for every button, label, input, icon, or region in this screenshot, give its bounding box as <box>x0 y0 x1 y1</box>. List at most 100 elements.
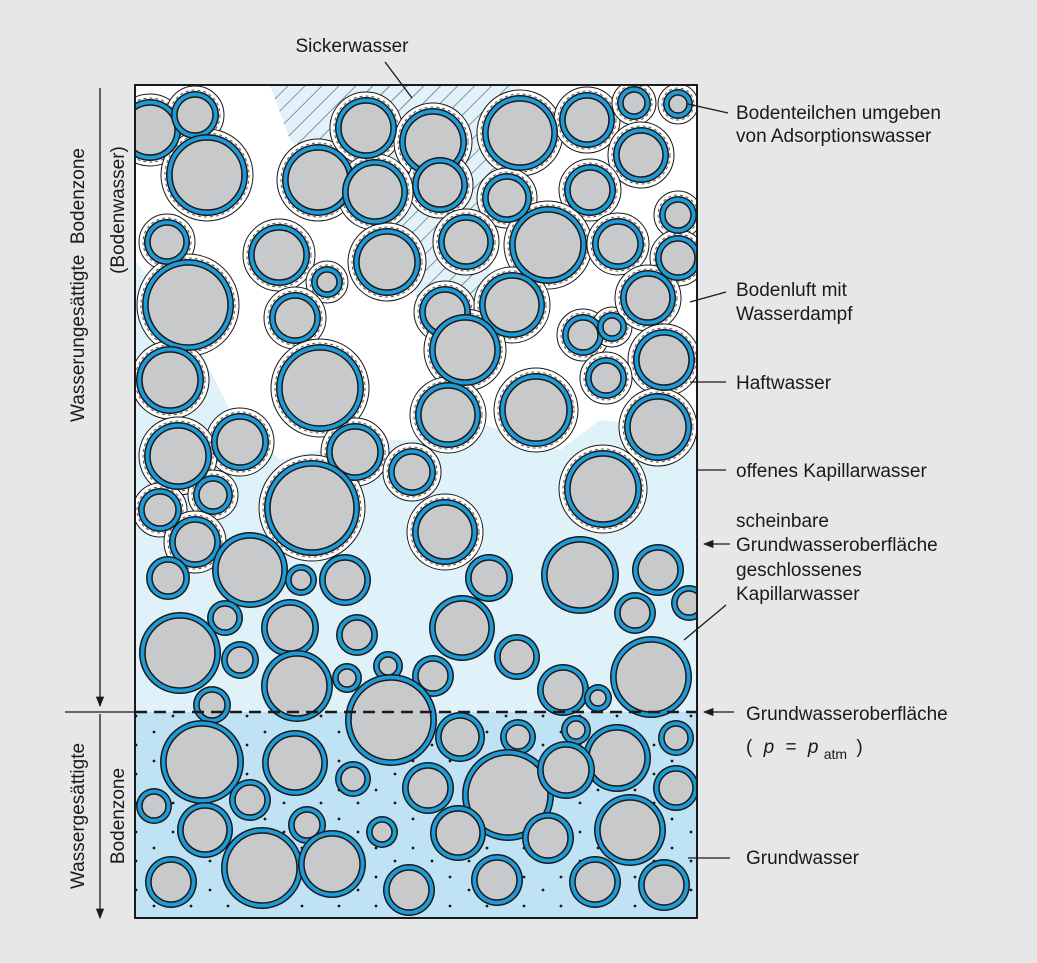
particle <box>506 725 530 749</box>
particle <box>199 692 225 718</box>
particle <box>325 560 365 600</box>
particle <box>598 224 638 264</box>
particle <box>175 522 215 562</box>
particle <box>144 494 176 526</box>
particle <box>567 721 585 739</box>
formula-part: p <box>763 737 775 758</box>
particle <box>342 620 372 650</box>
particle <box>543 747 589 793</box>
particle <box>418 163 462 207</box>
particle <box>444 220 488 264</box>
particle <box>528 818 568 858</box>
label: offenes Kapillarwasser <box>736 461 927 482</box>
particle <box>565 98 609 142</box>
particle <box>418 505 472 559</box>
particle <box>488 179 526 217</box>
label: Grundwasseroberfläche <box>736 535 938 556</box>
particle <box>389 870 429 910</box>
particle <box>669 95 687 113</box>
particle <box>664 726 688 750</box>
particle <box>177 97 213 133</box>
particle <box>590 690 606 706</box>
particle <box>227 647 253 673</box>
particle <box>394 454 430 490</box>
zone-label: Wassergesättigte <box>68 743 89 889</box>
label: scheinbare <box>736 511 829 532</box>
particle <box>488 101 552 165</box>
particle <box>620 598 650 628</box>
particle <box>600 800 660 860</box>
label: Bodenteilchen umgeben <box>736 103 941 124</box>
particle <box>665 202 691 228</box>
particle <box>235 785 265 815</box>
particle <box>408 768 448 808</box>
particle <box>142 352 198 408</box>
particle <box>359 234 415 290</box>
particle <box>150 428 206 484</box>
particle <box>543 670 583 710</box>
diagram: Sickerwasser Wasserungesättigte Bodenzon… <box>0 0 1037 963</box>
particle <box>282 350 358 426</box>
label: Grundwasseroberfläche <box>746 704 948 725</box>
particle <box>145 618 215 688</box>
particle <box>338 669 356 687</box>
particle <box>291 570 311 590</box>
particle <box>379 657 397 675</box>
particle <box>630 399 686 455</box>
particle <box>268 736 322 790</box>
particle <box>217 419 263 465</box>
particle <box>348 165 402 219</box>
particle <box>436 811 480 855</box>
particle <box>485 278 539 332</box>
label: geschlossenes <box>736 560 862 581</box>
particle <box>638 550 678 590</box>
formula-part: ( <box>746 737 753 758</box>
particle <box>227 833 297 903</box>
particle <box>199 481 227 509</box>
particle <box>151 862 191 902</box>
formula-part: atm <box>824 746 847 762</box>
particle <box>623 92 645 114</box>
particle <box>213 606 237 630</box>
label: von Adsorptionswasser <box>736 126 932 147</box>
particle <box>275 298 315 338</box>
particle <box>659 771 693 805</box>
particle <box>441 718 479 756</box>
particle <box>435 601 489 655</box>
particle <box>626 276 670 320</box>
particle <box>218 538 282 602</box>
formula-part: = <box>785 737 796 758</box>
particle <box>589 730 645 786</box>
particle <box>341 103 391 153</box>
particle <box>575 862 615 902</box>
particle <box>183 808 227 852</box>
particle <box>568 320 598 350</box>
particle <box>639 335 689 385</box>
particle <box>661 241 695 275</box>
particle <box>591 363 621 393</box>
particle <box>166 726 238 798</box>
particle <box>148 265 228 345</box>
particle <box>616 642 686 712</box>
particle <box>570 456 636 522</box>
seepage-label: Sickerwasser <box>296 36 410 57</box>
particle <box>270 466 354 550</box>
particle <box>267 605 313 651</box>
particle <box>500 640 534 674</box>
label: Haftwasser <box>736 373 832 394</box>
particle <box>317 272 337 292</box>
particle <box>619 133 663 177</box>
particle <box>435 320 495 380</box>
particle <box>304 836 360 892</box>
particle <box>152 562 184 594</box>
particle <box>172 140 242 210</box>
particle <box>150 225 184 259</box>
label: Wasserdampf <box>736 304 853 325</box>
particle <box>505 379 567 441</box>
particle <box>603 318 621 336</box>
particle <box>288 150 348 210</box>
formula-part: ) <box>856 737 862 758</box>
particle <box>332 429 378 475</box>
particle <box>142 794 166 818</box>
particle <box>515 212 581 278</box>
